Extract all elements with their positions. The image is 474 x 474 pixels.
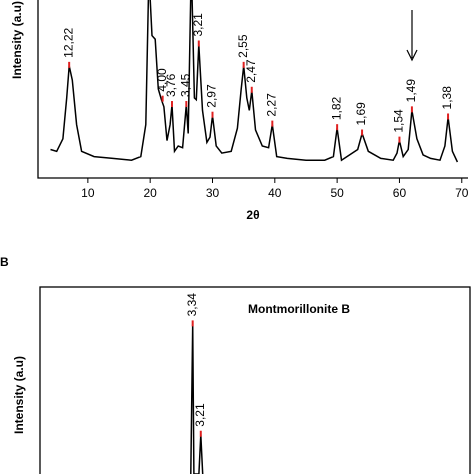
peak-label: 1,38 [440,86,454,110]
chart-title: Montmorillonite B [248,302,350,316]
peak-label: 3,21 [193,403,207,427]
spectrum-line [50,0,459,163]
peak-label: 1,49 [404,79,418,103]
y-label: Intensity (a.u) [12,356,26,434]
x-tick-label: 50 [330,186,344,200]
x-tick-label: 70 [455,186,469,200]
x-label: 2θ [246,208,259,222]
x-tick-label: 30 [206,186,220,200]
x-tick-label: 60 [393,186,407,200]
spectrum-line [190,324,204,474]
axes [37,0,468,179]
panel-label: B [0,255,9,269]
y-label: Intensity (a.u) [10,1,24,79]
peak-label: 2,97 [205,84,219,108]
x-tick-label: 10 [81,186,95,200]
peak-label: 2,55 [236,34,250,58]
peak-label: 1,54 [392,109,406,133]
peak-label: 3,76 [164,73,178,97]
peak-label: 2,47 [244,59,258,83]
arrow [406,10,418,62]
plot-frame [39,286,471,474]
peak-label: 1,82 [329,96,343,120]
x-tick-label: 40 [268,186,282,200]
peak-label: 12,22 [61,28,75,58]
peak-label: 4,00 [155,68,169,92]
x-tick-label: 20 [143,186,157,200]
peak-label: 3,45 [178,73,192,97]
peak-label: 3,21 [191,13,205,37]
peak-label: 1,69 [354,102,368,126]
peak-label: 3,34 [185,293,199,317]
peak-label: 2,27 [264,93,278,117]
